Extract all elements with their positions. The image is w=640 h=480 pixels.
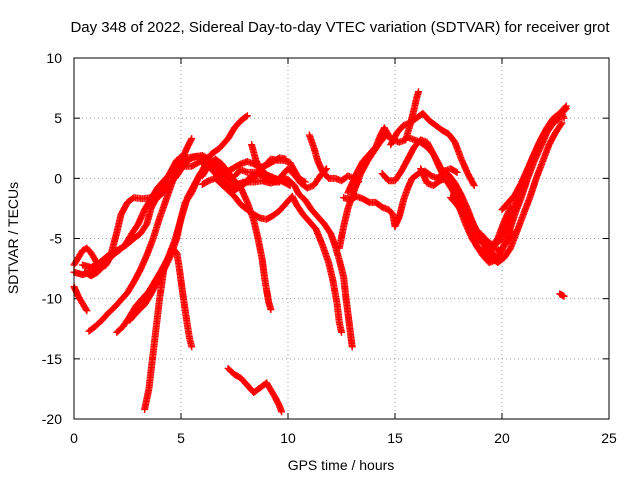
x-axis-label: GPS time / hours: [288, 457, 395, 473]
data-point: [275, 178, 283, 186]
series-arc-27: [498, 102, 570, 214]
series-arc-12: [231, 166, 356, 351]
data-point: [453, 168, 461, 176]
series-arc-19: [335, 88, 423, 252]
data-point: [558, 119, 566, 127]
data-point: [188, 343, 196, 351]
axis-ticks: 0 5 10 15 20 25 -20 -15 -10 -5 0 5 10: [42, 50, 617, 446]
y-tick-label: -15: [42, 351, 62, 367]
data-point: [560, 114, 568, 122]
x-tick-label: 10: [280, 430, 296, 446]
y-axis-label: SDTVAR / TECUs: [5, 182, 21, 294]
data-point: [560, 292, 568, 300]
x-tick-label: 20: [494, 430, 510, 446]
x-tick-label: 15: [387, 430, 403, 446]
series-arc-09: [141, 244, 196, 413]
data-point: [338, 328, 345, 336]
plot-frame: [73, 57, 610, 420]
data-point: [267, 305, 275, 313]
series-arc-20: [387, 109, 478, 190]
y-tick-label: -20: [42, 411, 62, 427]
data-point: [452, 168, 460, 176]
data-point: [470, 182, 478, 190]
data-point: [348, 343, 356, 351]
series-arc-10: [198, 155, 275, 313]
series-arc-05: [81, 157, 294, 280]
series-arc-28: [556, 290, 568, 300]
data-point: [301, 178, 309, 186]
x-tick-label: 25: [601, 430, 617, 446]
series-arc-14: [248, 141, 283, 186]
series-arc-15: [224, 364, 286, 416]
x-tick-label: 5: [177, 430, 185, 446]
series-arc-07: [85, 135, 196, 335]
series-arc-02: [70, 283, 91, 315]
data-point: [82, 305, 90, 313]
data-point: [559, 111, 567, 119]
data-point: [557, 120, 565, 128]
y-tick-label: 10: [46, 50, 62, 66]
series-arc-25: [447, 114, 564, 267]
x-tick-label: 0: [70, 430, 78, 446]
data-point: [469, 180, 477, 188]
data-point: [559, 113, 567, 121]
data-point: [558, 109, 566, 117]
series-arc-11: [198, 174, 345, 336]
data-point: [243, 112, 251, 120]
data-point: [187, 136, 195, 144]
y-tick-label: -5: [50, 231, 63, 247]
data-point: [282, 155, 290, 163]
data-point: [415, 88, 423, 96]
series-arc-24: [417, 119, 566, 267]
data-point: [83, 307, 91, 315]
chart-title: Day 348 of 2022, Sidereal Day-to-day VTE…: [70, 19, 610, 36]
data-point: [188, 135, 196, 143]
y-tick-label: 0: [54, 170, 62, 186]
y-tick-label: -10: [42, 291, 62, 307]
data-marks: [70, 88, 570, 416]
y-tick-label: 5: [54, 110, 62, 126]
data-point: [300, 177, 308, 185]
data-point: [242, 113, 250, 121]
data-point: [278, 408, 286, 416]
